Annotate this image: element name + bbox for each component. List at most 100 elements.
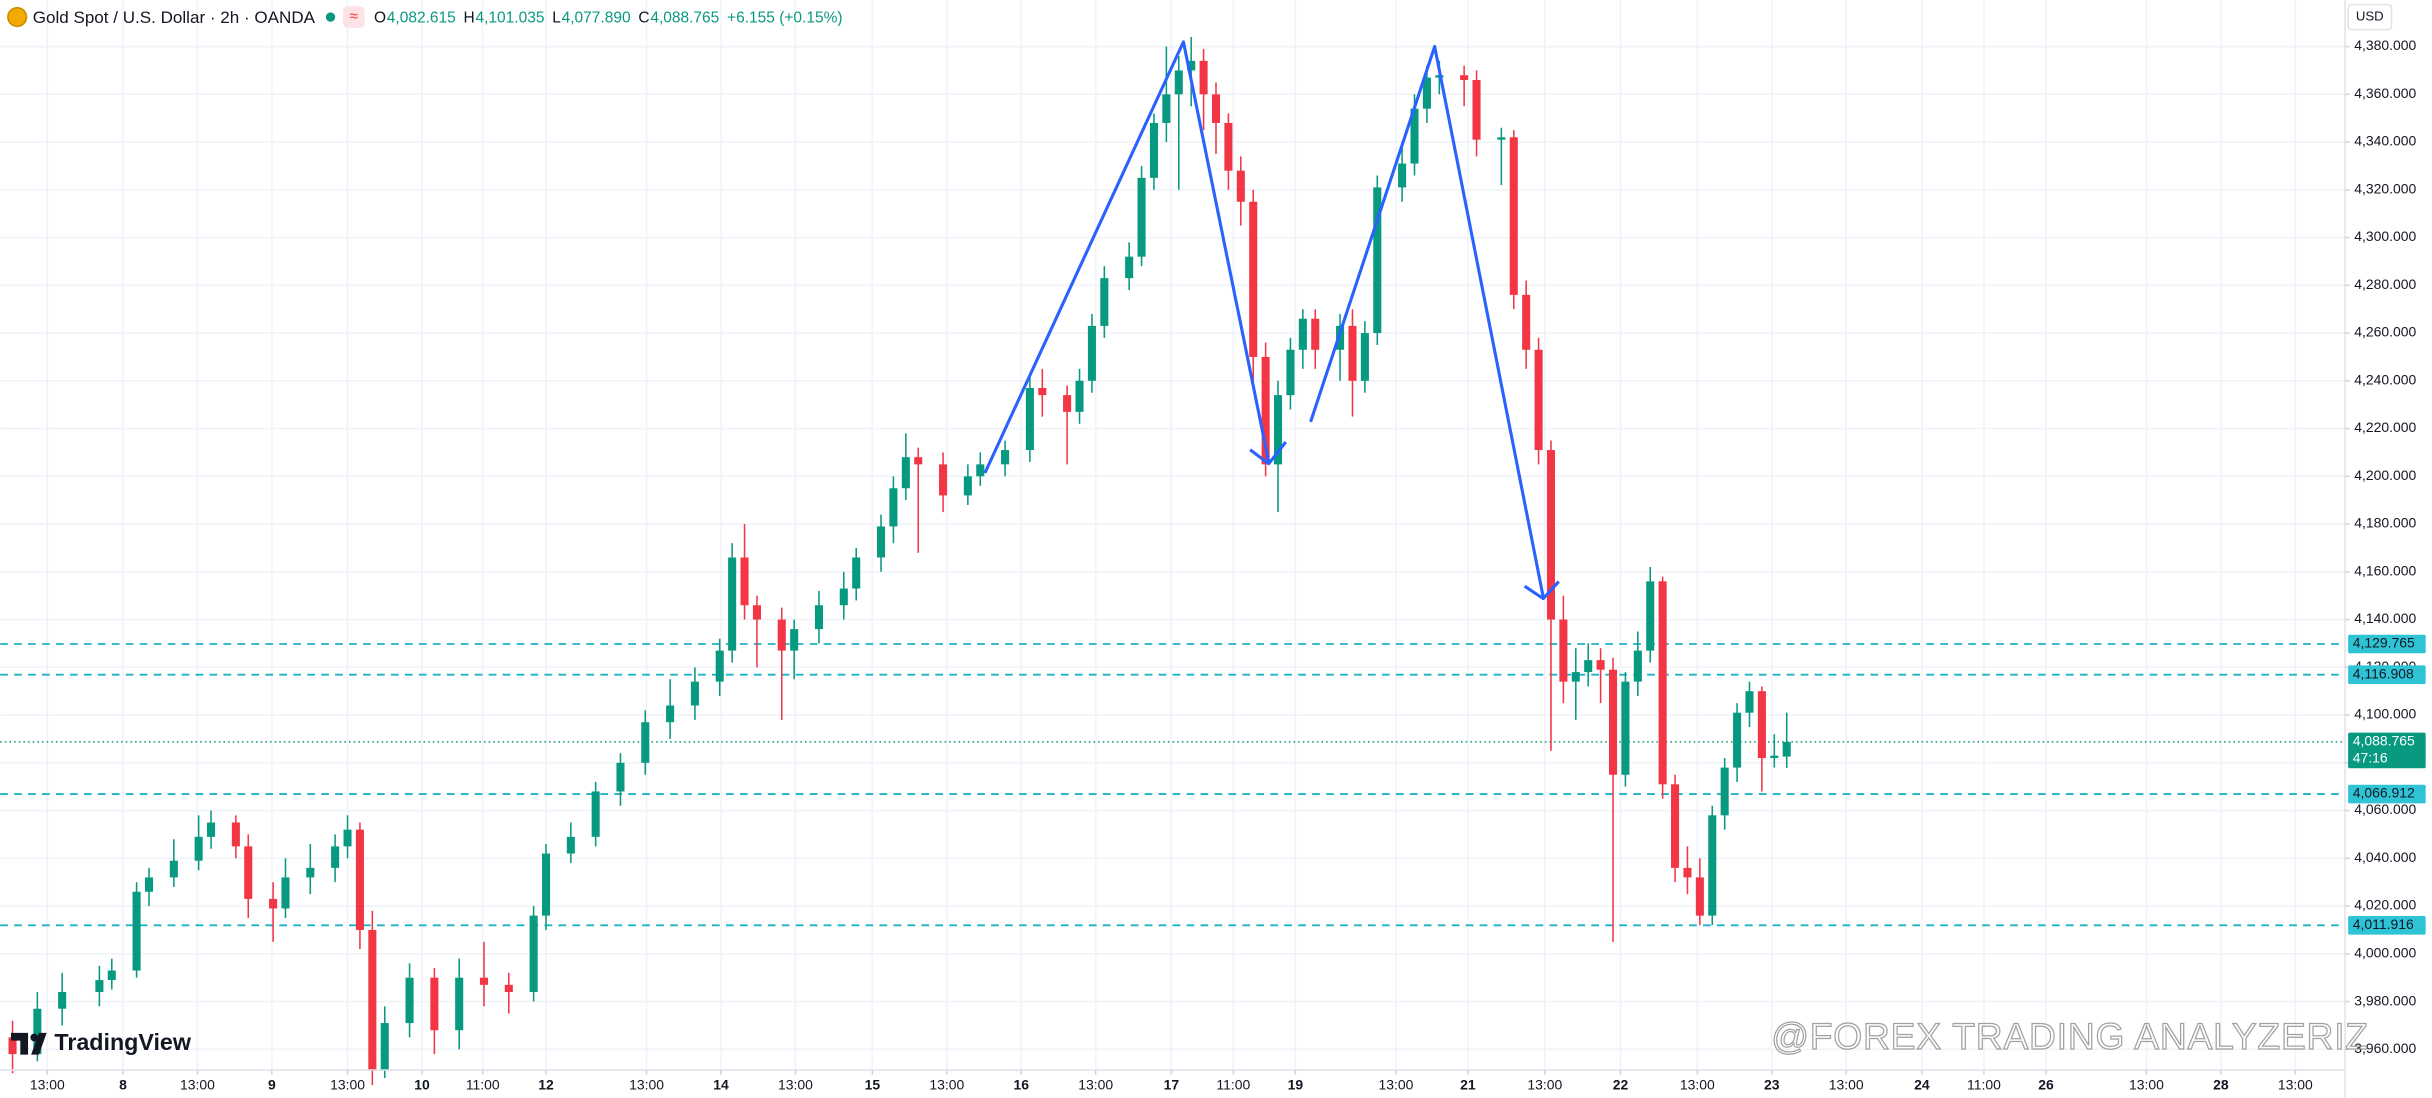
legend-value: 4,082.615	[387, 10, 456, 27]
candle-body	[1422, 77, 1431, 109]
x-tick-label: 22	[1613, 1076, 1629, 1092]
candle-body	[380, 1023, 389, 1071]
price-tags: 4,129.765 4,116.908 4,066.912 4,011.916 4,08…	[2348, 635, 2426, 935]
trend-drawings	[983, 40, 1560, 601]
candle-body	[529, 915, 538, 993]
x-tick-label: 11:00	[466, 1076, 500, 1092]
y-tick-label: 4,380.000	[2354, 37, 2416, 53]
candle-body	[95, 980, 104, 993]
logo-text: TradingView	[54, 1029, 191, 1055]
candle-body	[107, 970, 116, 981]
candle-body	[1658, 581, 1667, 785]
candle-body	[1671, 784, 1680, 868]
y-tick-label: 4,020.000	[2354, 897, 2416, 913]
candle-body	[1075, 380, 1084, 412]
candle-body	[1137, 177, 1146, 257]
x-tick-label: 8	[119, 1076, 127, 1092]
x-tick-label: 24	[1914, 1076, 1930, 1092]
candle-body	[1559, 619, 1568, 682]
candle-body	[690, 681, 699, 706]
candle-body	[1224, 122, 1233, 171]
legend-label: L	[552, 10, 561, 27]
candle-body	[1187, 60, 1196, 71]
candle-body	[1348, 325, 1357, 381]
candle-body	[269, 898, 278, 909]
grid	[0, 0, 2346, 1071]
levels	[0, 643, 2346, 927]
badge-background	[342, 6, 365, 28]
candle-body	[405, 977, 414, 1024]
countdown: 47:16	[2353, 750, 2388, 766]
candle-body	[1249, 201, 1258, 357]
x-tick-label: 10	[414, 1076, 430, 1092]
candle-body	[231, 822, 240, 847]
candle-body	[1546, 450, 1556, 620]
level-tag	[2348, 916, 2426, 935]
candle-body	[1782, 741, 1791, 757]
last-price-label: 4,088.765	[2353, 733, 2415, 749]
last-price-tag	[2348, 732, 2426, 769]
y-tick-label: 4,180.000	[2354, 515, 2416, 531]
x-tick-label: 16	[1013, 1076, 1029, 1092]
candle-body	[1683, 867, 1692, 878]
x-tick-label: 13:00	[929, 1076, 964, 1092]
candle-body	[814, 605, 824, 630]
currency: USD	[2356, 9, 2384, 24]
legend-label: C	[638, 10, 649, 27]
candle-body	[1311, 318, 1320, 350]
candle-body	[1460, 75, 1469, 80]
candle-body	[1398, 163, 1407, 188]
x-tick-label: 13:00	[330, 1076, 365, 1092]
candle-body	[169, 860, 178, 878]
candles	[8, 37, 1791, 1086]
candle-body	[8, 1037, 17, 1055]
candle-body	[1261, 356, 1270, 465]
x-tick-label: 12	[538, 1076, 554, 1092]
candle-body	[504, 984, 513, 993]
candle-body	[566, 836, 575, 854]
candle-body	[1063, 395, 1072, 412]
candle-body	[914, 457, 923, 465]
candle-body	[1522, 294, 1531, 350]
y-tick-label: 4,140.000	[2354, 610, 2416, 626]
candle-body	[1360, 333, 1369, 381]
candle-body	[1162, 94, 1171, 123]
level-tag	[2348, 665, 2426, 684]
x-tick-label: 9	[268, 1076, 276, 1092]
candle-body	[641, 722, 650, 763]
tradingview-logo: TradingView	[10, 1029, 192, 1055]
candle-body	[740, 557, 749, 606]
y-tick-label: 3,980.000	[2354, 992, 2416, 1008]
candle-body	[1087, 325, 1096, 381]
candle-body	[1608, 669, 1618, 775]
candle-body	[889, 488, 898, 527]
logo-dot	[30, 1033, 39, 1042]
y-tick-label: 4,220.000	[2354, 419, 2416, 435]
currency-box	[2347, 3, 2393, 31]
x-tick-label: 17	[1164, 1076, 1180, 1092]
candle-body	[281, 877, 290, 909]
candle-body	[1373, 187, 1382, 334]
candle-body	[1149, 122, 1158, 178]
x-tick-label: 13:00	[2129, 1076, 2164, 1092]
symbol-icon	[7, 6, 28, 28]
candle-body	[839, 588, 848, 606]
candle-body	[715, 650, 724, 682]
x-tick-label: 13:00	[629, 1076, 664, 1092]
candle-body	[1274, 395, 1283, 465]
candle-body	[1757, 691, 1766, 759]
candle-body	[1584, 660, 1593, 673]
x-tick-label: 19	[1288, 1076, 1304, 1092]
candle-body	[1497, 137, 1506, 140]
candle-body	[963, 476, 972, 496]
trend-arrow	[1523, 580, 1560, 601]
badge: ≈	[350, 8, 359, 25]
x-tick-label: 15	[865, 1076, 881, 1092]
candle-body	[1001, 450, 1010, 465]
candle-body	[616, 762, 625, 792]
x-tick-label: 13:00	[1078, 1076, 1113, 1092]
candle-body	[1125, 256, 1134, 279]
candle-body	[542, 853, 551, 916]
